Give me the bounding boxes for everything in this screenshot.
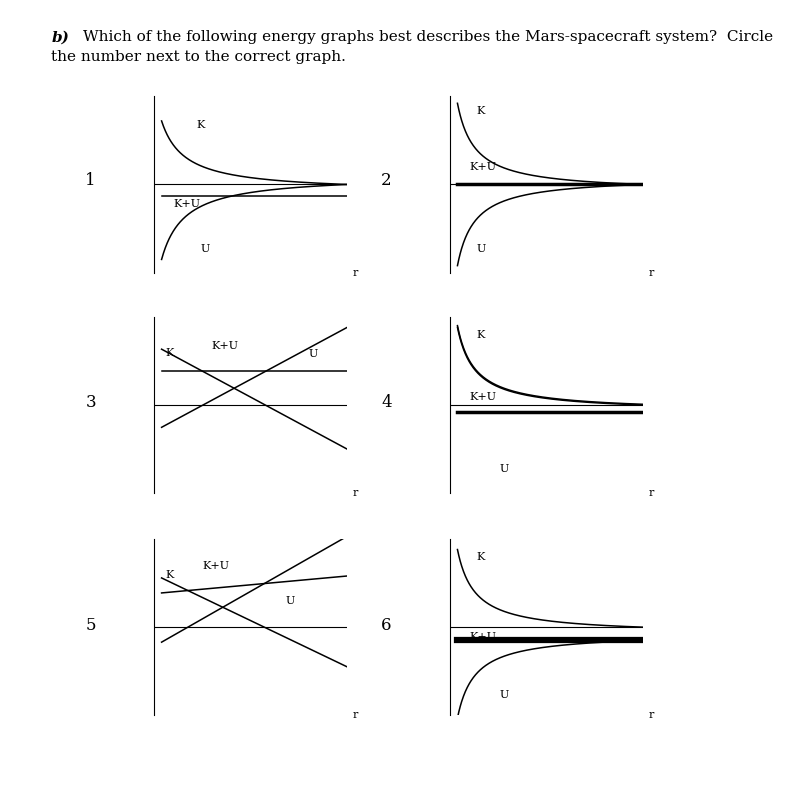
- Text: 4: 4: [381, 394, 392, 411]
- Text: K+U: K+U: [469, 162, 496, 172]
- Text: 2: 2: [381, 172, 392, 189]
- Text: K: K: [196, 120, 205, 130]
- Text: 6: 6: [381, 617, 392, 634]
- Text: K+U: K+U: [202, 561, 229, 571]
- Text: 5: 5: [85, 617, 96, 634]
- Text: U: U: [308, 350, 318, 359]
- Text: U: U: [286, 596, 294, 606]
- Text: K: K: [166, 569, 174, 580]
- Text: U: U: [500, 464, 509, 474]
- Text: r: r: [649, 488, 654, 498]
- Text: U: U: [200, 244, 210, 253]
- Text: K+U: K+U: [174, 200, 200, 209]
- Text: K: K: [477, 106, 485, 115]
- Text: U: U: [500, 690, 509, 699]
- Text: U: U: [477, 244, 486, 253]
- Text: b): b): [51, 30, 69, 44]
- Text: K: K: [166, 347, 174, 358]
- Text: the number next to the correct graph.: the number next to the correct graph.: [51, 50, 346, 63]
- Text: r: r: [353, 711, 358, 720]
- Text: r: r: [353, 488, 358, 498]
- Text: r: r: [649, 268, 654, 277]
- Text: r: r: [353, 268, 358, 277]
- Text: K+U: K+U: [211, 341, 239, 350]
- Text: K+U: K+U: [469, 631, 496, 642]
- Text: K: K: [477, 330, 485, 340]
- Text: Which of the following energy graphs best describes the Mars-spacecraft system? : Which of the following energy graphs bes…: [83, 30, 773, 44]
- Text: r: r: [649, 711, 654, 720]
- Text: K+U: K+U: [469, 391, 496, 402]
- Text: K: K: [477, 552, 485, 562]
- Text: 1: 1: [85, 172, 96, 189]
- Text: 3: 3: [85, 394, 96, 411]
